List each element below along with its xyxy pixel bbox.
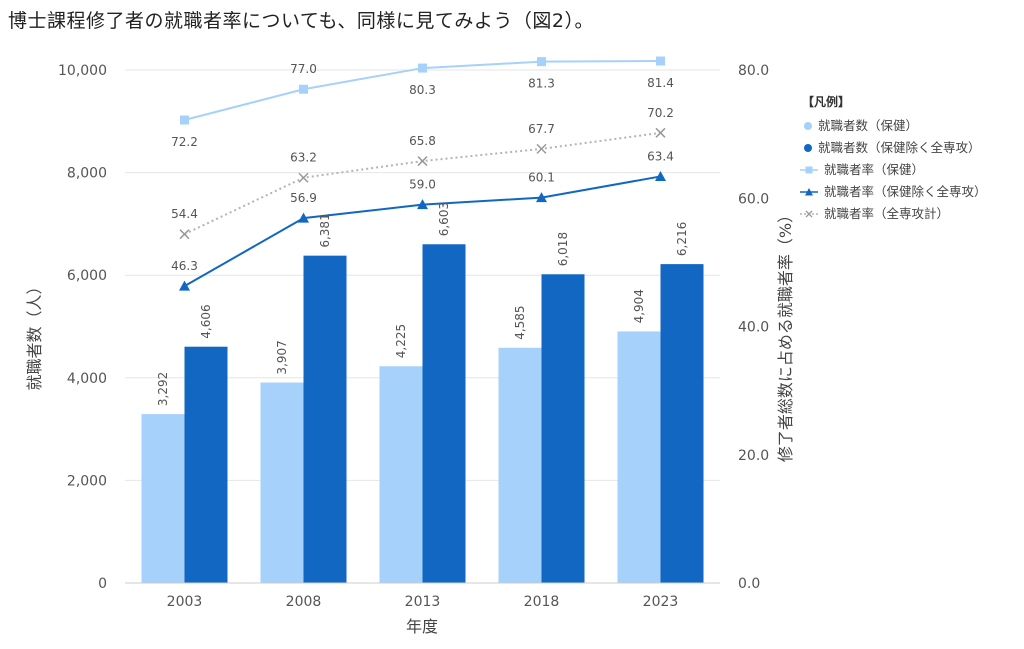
legend-label: 就職者率（保健） — [824, 162, 924, 177]
page-heading: 博士課程修了者の就職者率についても、同様に見てみよう（図2）。 — [8, 10, 595, 32]
y-tick-label: 6,000 — [67, 268, 107, 284]
line-marker — [655, 127, 666, 138]
line-value-label: 67.7 — [528, 122, 555, 136]
y2-tick-label: 60.0 — [738, 191, 769, 207]
line-marker — [417, 199, 428, 210]
bar — [422, 244, 466, 583]
line-marker — [536, 143, 547, 154]
bar-value-label: 6,018 — [556, 232, 570, 266]
legend-label: 就職者数（保健） — [818, 118, 918, 133]
y2-axis-title: 修了者総数に占める就職者率（%） — [776, 207, 795, 462]
legend-label: 就職者率（全専攻計） — [824, 206, 949, 221]
line-marker — [656, 56, 665, 66]
axes: 0 2,000 4,000 6,000 8,000 10,000 0.0 20.0 40.0 60… — [25, 63, 795, 636]
y2-tick-label: 40.0 — [738, 320, 769, 336]
y-axis-title: 就職者数（人） — [25, 278, 44, 390]
bar-value-label: 6,381 — [318, 213, 332, 247]
line-value-label: 65.8 — [409, 134, 436, 148]
line-marker — [298, 172, 309, 183]
bar-value-label: 6,603 — [437, 202, 451, 236]
line-marker — [418, 63, 427, 73]
x-tick-label: 2008 — [286, 594, 322, 610]
bar-value-label: 4,225 — [394, 324, 408, 358]
line-value-label: 81.4 — [647, 76, 674, 90]
line-marker — [179, 229, 190, 240]
x-tick-label: 2003 — [167, 594, 203, 610]
line-value-label: 63.2 — [290, 151, 317, 165]
y2-tick-label: 80.0 — [738, 63, 769, 79]
bar — [141, 414, 185, 583]
legend-marker — [805, 188, 813, 196]
legend: 【凡例】就職者数（保健） 就職者数（保健除く全専攻） 就職者率（保健） 就職者率（保健… — [800, 94, 987, 221]
bar-value-label: 4,904 — [632, 289, 646, 323]
bar — [184, 346, 228, 583]
line-value-label: 70.2 — [647, 106, 674, 120]
line-marker — [536, 192, 547, 203]
bar — [303, 255, 347, 583]
legend-marker — [805, 210, 813, 218]
line-value-label: 60.1 — [528, 171, 555, 185]
line-value-label: 46.3 — [171, 259, 198, 273]
y2-tick-label: 20.0 — [738, 448, 769, 464]
line-value-label: 72.2 — [171, 135, 198, 149]
bar-value-label: 3,907 — [275, 340, 289, 374]
x-tick-label: 2018 — [524, 594, 560, 610]
line-marker — [180, 115, 189, 125]
bar-value-label: 4,585 — [513, 305, 527, 339]
line-value-label: 54.4 — [171, 207, 198, 221]
line-marker — [298, 212, 309, 223]
legend-swatch — [804, 122, 812, 130]
y-tick-label: 0 — [98, 576, 107, 592]
line-value-label: 77.0 — [290, 62, 317, 76]
bar-value-label: 3,292 — [156, 372, 170, 406]
line-marker — [299, 84, 308, 94]
x-tick-label: 2013 — [405, 594, 441, 610]
y-tick-label: 8,000 — [67, 166, 107, 182]
line-value-label: 80.3 — [409, 83, 436, 97]
bar-value-label: 6,216 — [675, 222, 689, 256]
line-marker — [179, 280, 190, 291]
y-tick-label: 10,000 — [58, 63, 107, 79]
legend-swatch — [804, 144, 812, 152]
bar — [617, 331, 661, 583]
lines — [179, 56, 666, 291]
y-tick-label: 4,000 — [67, 371, 107, 387]
bar — [260, 382, 304, 583]
x-tick-label: 2023 — [643, 594, 679, 610]
legend-marker — [805, 166, 813, 174]
line-value-label: 81.3 — [528, 77, 555, 91]
legend-title: 【凡例】 — [802, 94, 850, 109]
y2-tick-label: 0.0 — [738, 576, 760, 592]
legend-label: 就職者率（保健除く全専攻） — [824, 184, 987, 199]
bar — [541, 274, 585, 583]
bar — [379, 366, 423, 583]
data-labels: 3,292 3,907 4,225 4,585 4,904 4,606 6,381 6,603… — [156, 62, 689, 406]
legend-label: 就職者数（保健除く全専攻） — [818, 140, 981, 155]
bar-value-label: 4,606 — [199, 304, 213, 338]
y-tick-label: 2,000 — [67, 473, 107, 489]
bar — [660, 264, 704, 583]
line-marker — [655, 170, 666, 181]
line-value-label: 56.9 — [290, 191, 317, 205]
line-marker — [537, 57, 546, 67]
line-value-label: 59.0 — [409, 178, 436, 192]
bar — [498, 347, 542, 583]
x-axis-title: 年度 — [406, 617, 438, 636]
line-marker — [417, 156, 428, 167]
bars — [141, 244, 704, 583]
line-value-label: 63.4 — [647, 149, 674, 163]
